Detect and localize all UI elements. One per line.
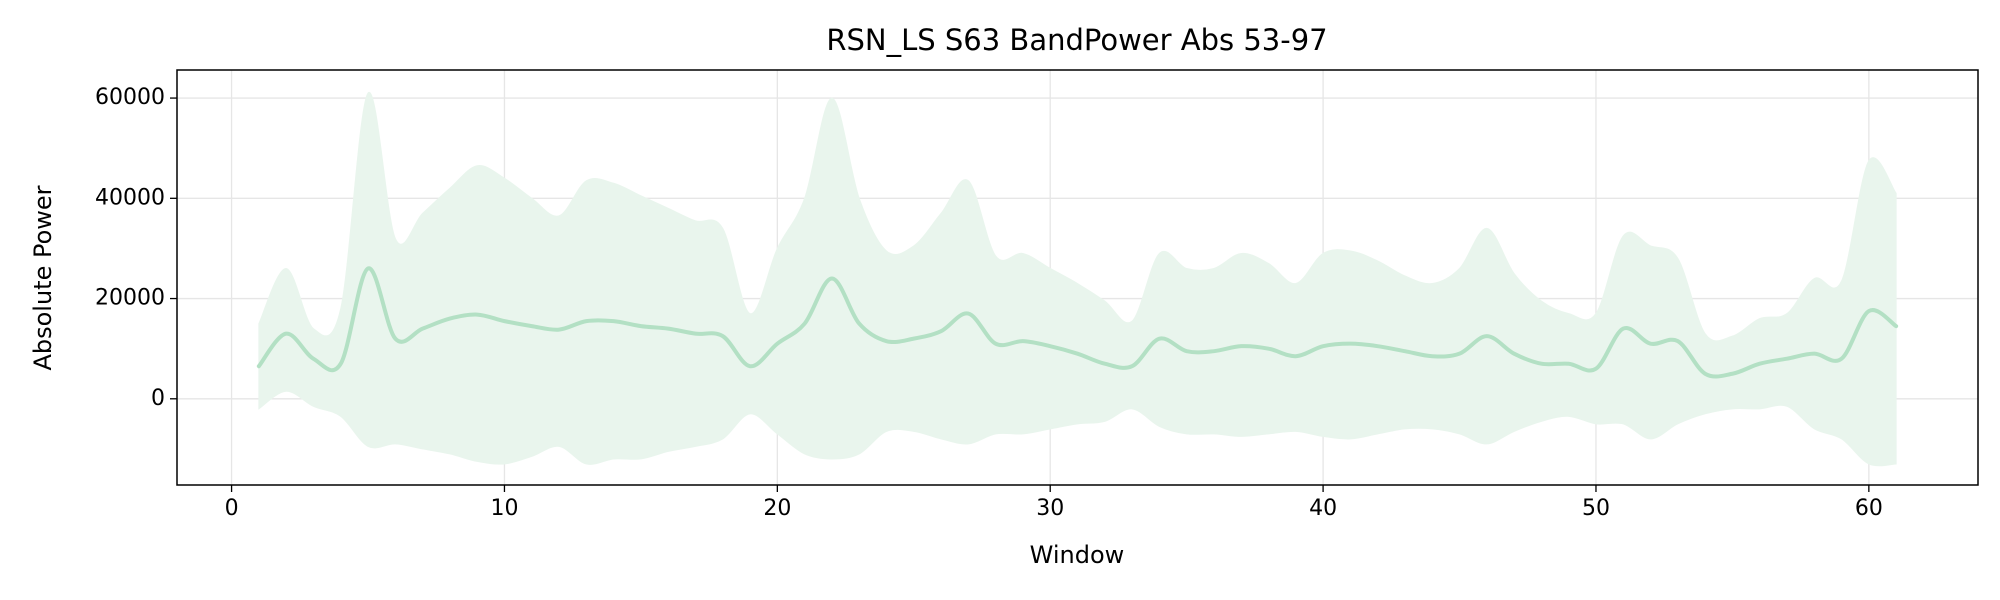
x-axis-label: Window — [1030, 541, 1125, 569]
y-axis-label: Absolute Power — [29, 185, 57, 370]
x-tick-label: 60 — [1855, 496, 1883, 521]
x-tick-label: 40 — [1309, 496, 1337, 521]
x-tick-label: 0 — [225, 496, 239, 521]
x-tick-label: 20 — [763, 496, 791, 521]
y-tick-label: 0 — [151, 386, 165, 411]
plot-frame — [176, 69, 1979, 486]
chart-title: RSN_LS S63 BandPower Abs 53-97 — [826, 23, 1327, 57]
y-tick-label: 40000 — [95, 185, 165, 210]
x-tick-label: 30 — [1036, 496, 1064, 521]
y-tick-label: 60000 — [95, 85, 165, 110]
x-tick-label: 10 — [490, 496, 518, 521]
line — [256, 266, 1899, 379]
error-band — [258, 92, 1897, 467]
x-tick-label: 50 — [1582, 496, 1610, 521]
y-tick-label: 20000 — [95, 286, 165, 311]
